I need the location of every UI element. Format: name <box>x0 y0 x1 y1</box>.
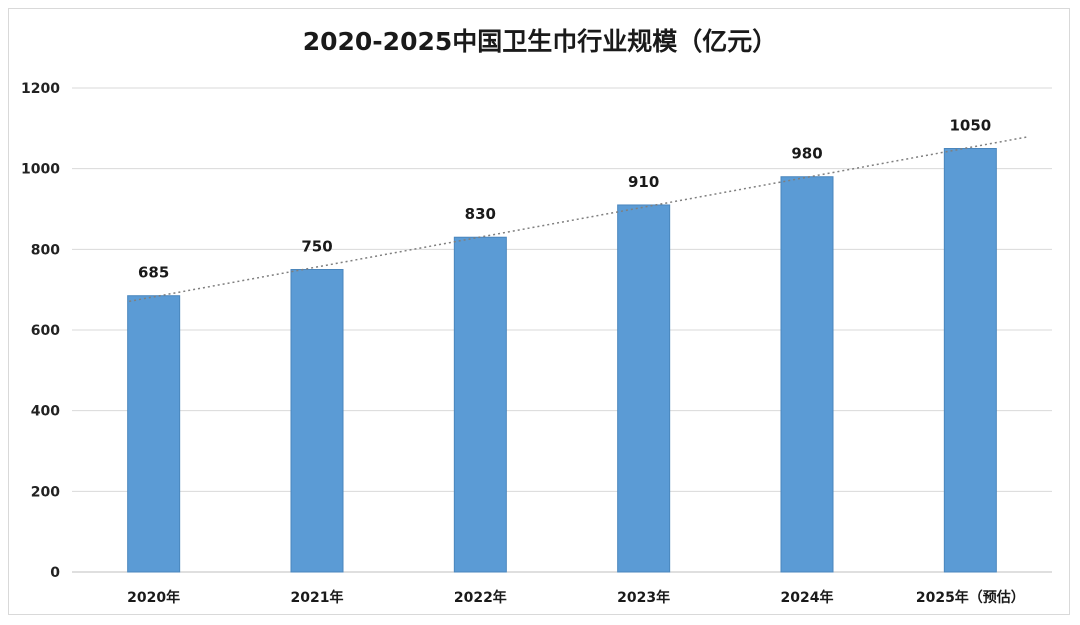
x-axis: 2020年 2021年 2022年 2023年 2024年 2025年（预估） <box>127 589 1025 606</box>
x-tick-label: 2021年 <box>291 589 344 606</box>
y-tick-label: 1200 <box>21 81 60 97</box>
data-label: 750 <box>301 238 332 256</box>
x-tick-label: 2025年（预估） <box>916 589 1025 606</box>
y-tick-label: 400 <box>31 404 60 420</box>
x-tick-label: 2020年 <box>127 589 180 606</box>
bar <box>617 204 671 573</box>
data-label: 685 <box>138 264 169 282</box>
bar <box>780 176 834 573</box>
chart-title: 2020-2025中国卫生巾行业规模（亿元） <box>302 27 778 56</box>
bar <box>943 148 997 573</box>
bar <box>453 236 507 573</box>
data-label: 910 <box>628 173 659 191</box>
y-tick-label: 0 <box>50 565 60 581</box>
bars <box>127 148 997 573</box>
x-tick-label: 2023年 <box>617 589 670 606</box>
y-tick-label: 1000 <box>21 162 60 178</box>
x-tick-label: 2024年 <box>781 589 834 606</box>
y-tick-label: 600 <box>31 323 60 339</box>
gridlines <box>72 87 1052 573</box>
data-label: 980 <box>791 145 822 163</box>
bar <box>127 295 181 573</box>
trendline <box>129 136 1028 303</box>
x-tick-label: 2022年 <box>454 589 507 606</box>
y-tick-label: 800 <box>31 242 60 258</box>
y-axis: 0 200 400 600 800 1000 1200 <box>21 81 60 581</box>
data-label: 1050 <box>949 117 991 135</box>
bar <box>290 269 344 573</box>
y-tick-label: 200 <box>31 484 60 500</box>
chart-frame <box>8 8 1070 615</box>
data-label: 830 <box>465 205 496 223</box>
data-labels: 685 750 830 910 980 1050 <box>138 117 991 282</box>
trendline-line <box>129 136 1028 303</box>
